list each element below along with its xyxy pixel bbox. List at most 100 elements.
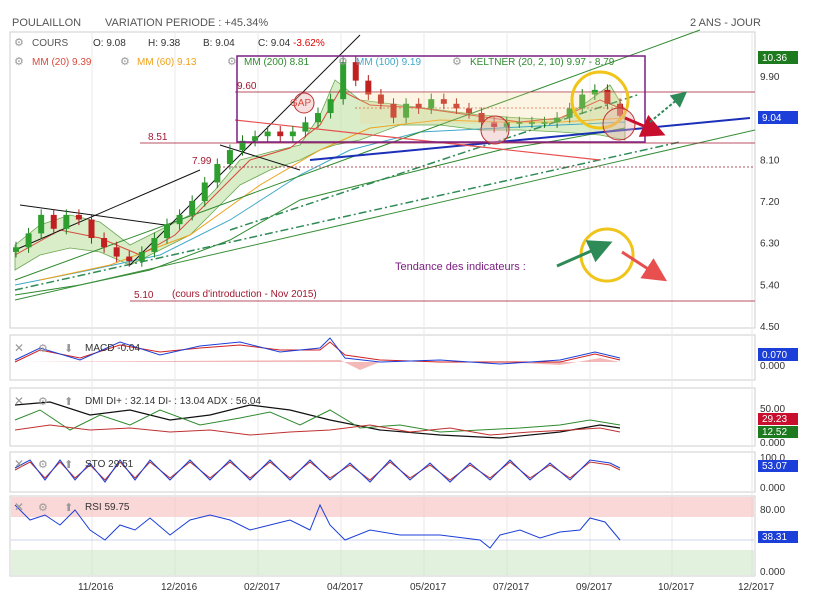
ohlc-high: H: 9.38 [148, 38, 181, 49]
highlight-circle-1 [480, 115, 510, 145]
period-selector[interactable]: 2 ANS - JOUR [690, 17, 761, 29]
dmi-label: DMI DI+ : 32.14 DI- : 13.04 ADX : 56.04 [85, 396, 261, 407]
level-label-799: 7.99 [192, 156, 212, 167]
cours-label: COURS [32, 38, 68, 49]
adx-line [14, 401, 621, 439]
dmi-tick-0: 0.000 [760, 438, 785, 449]
candle [277, 131, 284, 137]
mm100-line [14, 121, 626, 286]
highlight-circle-2 [602, 107, 636, 141]
candle [138, 251, 145, 262]
rsi-line [14, 503, 621, 549]
candle [591, 89, 598, 95]
mm20-legend: MM (20) 9.39 [32, 57, 92, 68]
top-badge [758, 51, 798, 64]
x-tick-label: 02/2017 [244, 582, 281, 593]
consolidation-box [236, 55, 646, 143]
rsi-badge [758, 531, 798, 543]
up-arrow-dotted [649, 91, 688, 123]
gap-circle [293, 92, 315, 114]
x-axis: 11/2016 12/2016 02/2017 04/2017 05/2017 07/20… [78, 582, 775, 593]
black-trendline-4 [219, 144, 301, 171]
x-tick-label: 05/2017 [410, 582, 447, 593]
candle [352, 62, 359, 81]
sto-tick-100: 100.0 [760, 453, 785, 464]
close-icon[interactable]: ✕ [14, 457, 24, 471]
candle [189, 201, 196, 215]
trend-label: Tendance des indicateurs : [395, 261, 526, 273]
close-icon[interactable]: ✕ [14, 500, 24, 514]
x-tick-label: 07/2017 [493, 582, 530, 593]
gear-icon[interactable]: ⚙ [38, 343, 48, 355]
candle [302, 122, 309, 132]
sto-tick-0: 0.000 [760, 483, 785, 494]
candle [604, 89, 611, 104]
candles [13, 56, 623, 267]
dmi-tick-50: 50.00 [760, 404, 785, 415]
price-tick-label: 7.20 [760, 197, 780, 208]
macd-signal-line [14, 341, 621, 363]
candle [239, 140, 246, 151]
price-tick-label: 9.90 [760, 72, 780, 83]
gear-icon[interactable]: ⚙ [338, 56, 348, 68]
gap-label: GAP [290, 98, 311, 109]
move-down-icon[interactable]: ⬇ [64, 343, 73, 355]
gear-icon[interactable]: ⚙ [120, 56, 130, 68]
candle [466, 108, 472, 114]
price-tick-label: 8.10 [760, 155, 780, 166]
move-up-icon[interactable]: ⬆ [64, 502, 73, 514]
candle [617, 103, 623, 116]
highlight-circle-top [570, 70, 630, 130]
trend-up-arrow [556, 240, 613, 268]
gear-icon[interactable]: ⚙ [38, 459, 48, 471]
candle [541, 122, 548, 124]
close-icon[interactable]: ✕ [14, 341, 24, 355]
sto-line [14, 459, 621, 483]
move-up-icon[interactable]: ⬆ [64, 396, 73, 408]
candle [340, 62, 347, 100]
candle [491, 122, 498, 127]
keltner-legend: KELTNER (20, 2, 10) 9.97 - 8.79 [470, 57, 615, 68]
candle [88, 219, 95, 239]
candle [214, 163, 221, 183]
move-up-icon[interactable]: ⬆ [64, 459, 73, 471]
rsi-label: RSI 59.75 [85, 502, 130, 513]
last-price-text: 9.04 [762, 113, 782, 124]
sto-label: STO 29.51 [85, 459, 134, 470]
intro-label: (cours d'introduction - Nov 2015) [172, 289, 317, 300]
macd-line [14, 337, 621, 365]
candle [101, 238, 108, 248]
macd-badge-text: 0.070 [762, 350, 787, 361]
black-trendline-2 [14, 169, 201, 251]
candle [50, 214, 57, 229]
down-arrow [624, 114, 666, 137]
candle [113, 247, 120, 257]
candle [13, 247, 19, 252]
x-tick-label: 12/2016 [161, 582, 198, 593]
ohlc-low: B: 9.04 [203, 38, 235, 49]
candle [503, 122, 510, 127]
candle [478, 113, 485, 123]
last-price-badge [758, 111, 798, 124]
gear-icon[interactable]: ⚙ [14, 37, 24, 49]
gear-icon[interactable]: ⚙ [38, 396, 48, 408]
candle [226, 150, 233, 164]
channel-lower [14, 129, 756, 301]
dmi-badge-1 [758, 413, 798, 425]
gear-icon[interactable]: ⚙ [38, 502, 48, 514]
candle [579, 94, 586, 109]
red-resistance-line [234, 119, 601, 161]
gear-icon[interactable]: ⚙ [227, 56, 237, 68]
candle [252, 136, 259, 141]
mm100-legend: MM (100) 9.19 [356, 57, 421, 68]
di-plus-line [14, 409, 621, 433]
close-icon[interactable]: ✕ [14, 394, 24, 408]
dmi-panel [9, 387, 756, 447]
candle [264, 131, 271, 137]
dmi-badge-2-text: 12.52 [762, 427, 787, 438]
candle [554, 117, 561, 123]
gear-icon[interactable]: ⚙ [452, 56, 462, 68]
candle [327, 99, 334, 114]
gear-icon[interactable]: ⚙ [14, 56, 24, 68]
